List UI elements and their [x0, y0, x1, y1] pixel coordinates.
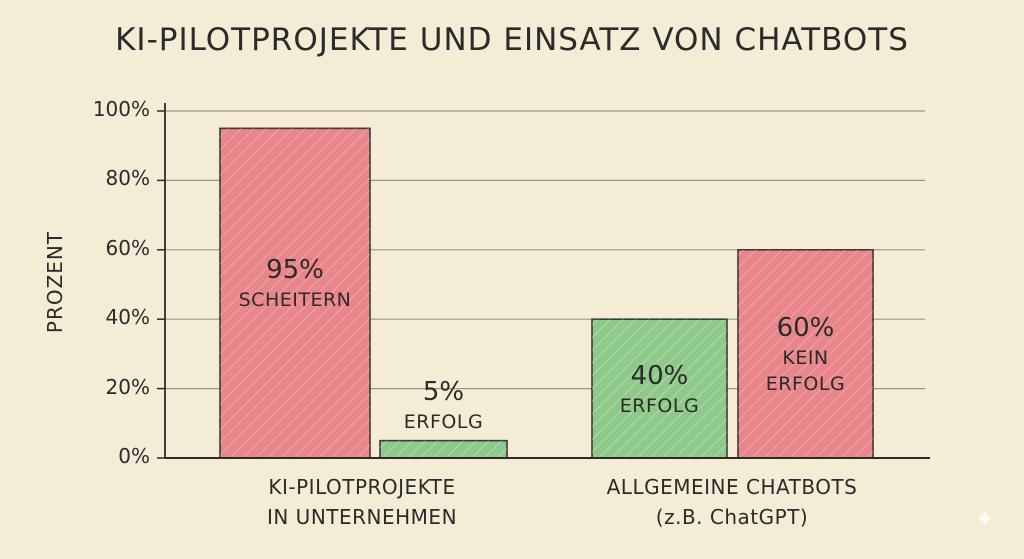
- y-tick-label: 80%: [105, 166, 150, 191]
- chart-title: KI-PILOTPROJEKTE UND EINSATZ VON CHATBOT…: [115, 22, 909, 58]
- bar-text-label: ERFOLG: [403, 410, 484, 433]
- bar-text-label: ERFOLG: [619, 394, 700, 417]
- bar-value-label: 60%: [776, 312, 835, 343]
- x-category-label-line: IN UNTERNEHMEN: [266, 505, 458, 529]
- y-tick-label: 100%: [92, 97, 150, 121]
- y-tick-label: 60%: [105, 235, 150, 260]
- bar-text-label: ERFOLG: [765, 372, 846, 395]
- bar-hatch: [220, 128, 370, 458]
- x-category-label: ALLGEMEINE CHATBOTS (z.B. ChatGPT): [582, 472, 882, 532]
- bar-hatch: [738, 249, 873, 458]
- sparkle-icon: ✦: [975, 505, 996, 533]
- bar-data-label: 40% ERFOLG: [582, 359, 737, 419]
- bar-data-label: 5% ERFOLG: [370, 375, 517, 435]
- y-tick-label: 40%: [105, 305, 150, 330]
- x-category-label-line: ALLGEMEINE CHATBOTS: [606, 475, 858, 499]
- bar-value-label: 40%: [630, 360, 689, 391]
- bar-hatch: [592, 319, 727, 458]
- bar-value-label: 95%: [266, 255, 324, 286]
- bar-hatch: [380, 440, 507, 458]
- x-category-label: KI-PILOTPROJEKTE IN UNTERNEHMEN: [212, 472, 512, 532]
- bar-data-label: 60% KEIN ERFOLG: [728, 311, 883, 397]
- x-category-label-line: (z.B. ChatGPT): [655, 505, 809, 529]
- y-tick-label: 0%: [118, 444, 150, 468]
- bar-text-label: SCHEITERN: [238, 289, 352, 312]
- x-category-label-line: KI-PILOTPROJEKTE: [268, 475, 456, 499]
- bar-data-label: 95% SCHEITERN: [210, 253, 380, 313]
- y-tick-label: 20%: [105, 374, 150, 399]
- bar-text-label: KEIN: [782, 346, 829, 369]
- bar-value-label: 5%: [422, 376, 465, 407]
